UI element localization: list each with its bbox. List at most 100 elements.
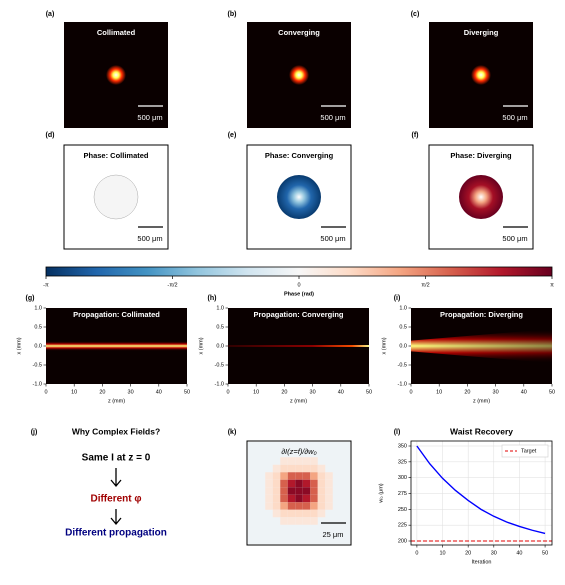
panel-label: (d) xyxy=(46,132,55,139)
map-cell xyxy=(310,517,318,525)
map-cell xyxy=(325,487,333,495)
x-tick-label: 50 xyxy=(184,389,190,395)
map-cell xyxy=(272,494,281,503)
map-cell xyxy=(302,517,311,525)
map-cell xyxy=(272,464,281,473)
y-tick-label: 0.0 xyxy=(34,343,42,349)
y-axis-label: x (mm) xyxy=(381,337,387,354)
map-cell xyxy=(280,502,288,510)
x-tick-label: 10 xyxy=(253,389,259,395)
y-tick-label: 0.5 xyxy=(399,324,407,330)
explainer-line: Same I at z = 0 xyxy=(82,453,151,464)
y-tick-label: -0.5 xyxy=(215,362,224,368)
scale-bar-label: 500 μm xyxy=(137,234,162,243)
y-tick-label: -0.5 xyxy=(33,362,42,368)
map-cell xyxy=(272,502,281,510)
map-cell xyxy=(287,509,296,518)
map-cell xyxy=(317,479,326,488)
map-cell xyxy=(265,502,273,510)
arrow xyxy=(110,468,122,488)
map-cell xyxy=(295,479,303,488)
phase-disk xyxy=(93,174,139,220)
y-tick-label: 225 xyxy=(398,523,407,529)
beam xyxy=(46,341,187,351)
map-cell xyxy=(325,472,333,480)
image-title: Diverging xyxy=(464,28,499,37)
map-cell xyxy=(302,509,311,518)
x-tick-label: 0 xyxy=(415,550,418,556)
beam-fade xyxy=(411,308,552,384)
x-tick-label: 10 xyxy=(71,389,77,395)
image-title: ∂I(z=f)/∂w₀ xyxy=(281,447,316,456)
image-title: Collimated xyxy=(97,28,136,37)
map-cell xyxy=(280,457,288,465)
map-cell xyxy=(295,487,303,495)
map-cell xyxy=(280,509,288,518)
map-cell xyxy=(310,494,318,503)
plot-title: Propagation: Converging xyxy=(254,310,344,319)
x-tick-label: 50 xyxy=(542,550,548,556)
map-cell xyxy=(317,509,326,518)
map-cell xyxy=(317,494,326,503)
map-cell xyxy=(302,494,311,503)
map-cell xyxy=(287,487,296,495)
map-cell xyxy=(265,494,273,503)
panel-label: (k) xyxy=(228,429,237,436)
y-tick-label: 1.0 xyxy=(399,305,407,311)
map-cell xyxy=(310,472,318,480)
x-tick-label: 20 xyxy=(464,389,470,395)
x-tick-label: 30 xyxy=(128,389,134,395)
panel-label: (l) xyxy=(394,429,401,436)
plot-title: Propagation: Collimated xyxy=(73,310,160,319)
x-tick-label: 10 xyxy=(436,389,442,395)
map-cell xyxy=(302,464,311,473)
map-cell xyxy=(317,472,326,480)
y-axis-label: x (mm) xyxy=(16,337,22,354)
map-cell xyxy=(310,479,318,488)
x-tick-label: 30 xyxy=(493,389,499,395)
map-cell xyxy=(280,487,288,495)
x-tick-label: 40 xyxy=(516,550,522,556)
y-tick-label: 325 xyxy=(398,459,407,465)
image-frame xyxy=(246,440,352,546)
beam-spot xyxy=(106,65,126,85)
beam-spot xyxy=(289,65,309,85)
scale-bar-label: 500 μm xyxy=(502,113,527,122)
x-tick-label: 40 xyxy=(521,389,527,395)
x-axis-label: z (mm) xyxy=(108,398,125,404)
colorbar-label: Phase (rad) xyxy=(284,291,314,297)
explainer-line: Different propagation xyxy=(65,528,167,539)
panel-label: (g) xyxy=(26,295,35,302)
x-tick-label: 30 xyxy=(310,389,316,395)
x-axis-label: Iteration xyxy=(472,559,492,565)
map-cell xyxy=(317,464,326,473)
map-cell xyxy=(287,457,296,465)
map-cell xyxy=(310,509,318,518)
map-cell xyxy=(280,472,288,480)
scale-bar-label: 25 μm xyxy=(323,530,344,539)
map-cell xyxy=(295,502,303,510)
map-cell xyxy=(265,479,273,488)
y-tick-label: -1.0 xyxy=(215,381,224,387)
map-cell xyxy=(295,509,303,518)
x-tick-label: 20 xyxy=(99,389,105,395)
legend-label: Target xyxy=(521,448,537,454)
line xyxy=(416,445,546,535)
map-cell xyxy=(272,509,281,518)
y-tick-label: 0.0 xyxy=(216,343,224,349)
map-cell xyxy=(295,464,303,473)
map-cell xyxy=(310,502,318,510)
beam xyxy=(228,345,369,347)
map-cell xyxy=(295,517,303,525)
map-cell xyxy=(295,494,303,503)
map-cell xyxy=(287,479,296,488)
legend-box xyxy=(501,444,549,458)
panel-label: (e) xyxy=(228,132,237,139)
arrow xyxy=(110,509,122,526)
map-cell xyxy=(287,472,296,480)
y-tick-label: 200 xyxy=(398,538,407,544)
colorbar-tick-label: 0 xyxy=(297,282,300,288)
scale-bar-label: 500 μm xyxy=(320,113,345,122)
map-cell xyxy=(287,517,296,525)
